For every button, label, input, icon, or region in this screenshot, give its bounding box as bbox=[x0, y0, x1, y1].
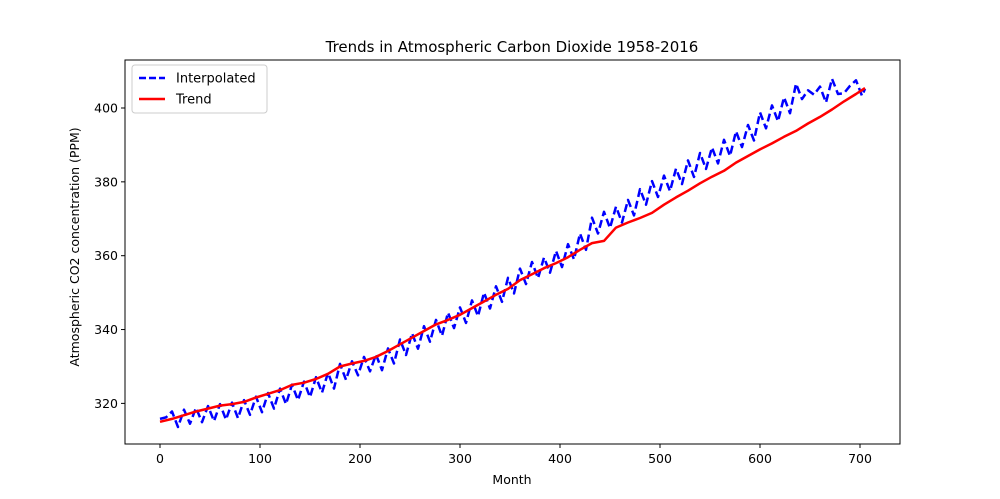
y-axis: 320 340 360 380 400 bbox=[94, 101, 125, 411]
x-tick-label: 600 bbox=[748, 451, 772, 466]
x-tick-label: 400 bbox=[548, 451, 572, 466]
x-tick-label: 300 bbox=[448, 451, 472, 466]
chart-title: Trends in Atmospheric Carbon Dioxide 195… bbox=[325, 38, 699, 56]
x-tick-label: 700 bbox=[848, 451, 872, 466]
x-tick-label: 200 bbox=[348, 451, 372, 466]
legend-box bbox=[131, 64, 268, 114]
plot-frame bbox=[124, 59, 901, 445]
x-tick-label: 100 bbox=[248, 451, 272, 466]
y-tick-label: 340 bbox=[94, 322, 118, 337]
x-axis: 0 100 200 300 400 500 600 700 bbox=[156, 444, 872, 466]
plot-area bbox=[124, 59, 901, 445]
y-tick-label: 320 bbox=[94, 396, 118, 411]
series-line-trend bbox=[159, 87, 866, 424]
y-tick-label: 400 bbox=[94, 101, 118, 116]
x-tick-label: 0 bbox=[156, 451, 164, 466]
x-axis-label: Month bbox=[492, 472, 531, 487]
legend-label-trend: Trend bbox=[175, 93, 212, 108]
legend: Interpolated Trend bbox=[131, 64, 268, 114]
y-tick-label: 360 bbox=[94, 248, 118, 263]
y-tick-label: 380 bbox=[94, 174, 118, 189]
y-axis-label: Atmospheric CO2 concentration (PPM) bbox=[67, 127, 82, 366]
series-line-interpolated bbox=[159, 77, 867, 429]
x-tick-label: 500 bbox=[648, 451, 672, 466]
legend-label-interpolated: Interpolated bbox=[176, 72, 256, 87]
